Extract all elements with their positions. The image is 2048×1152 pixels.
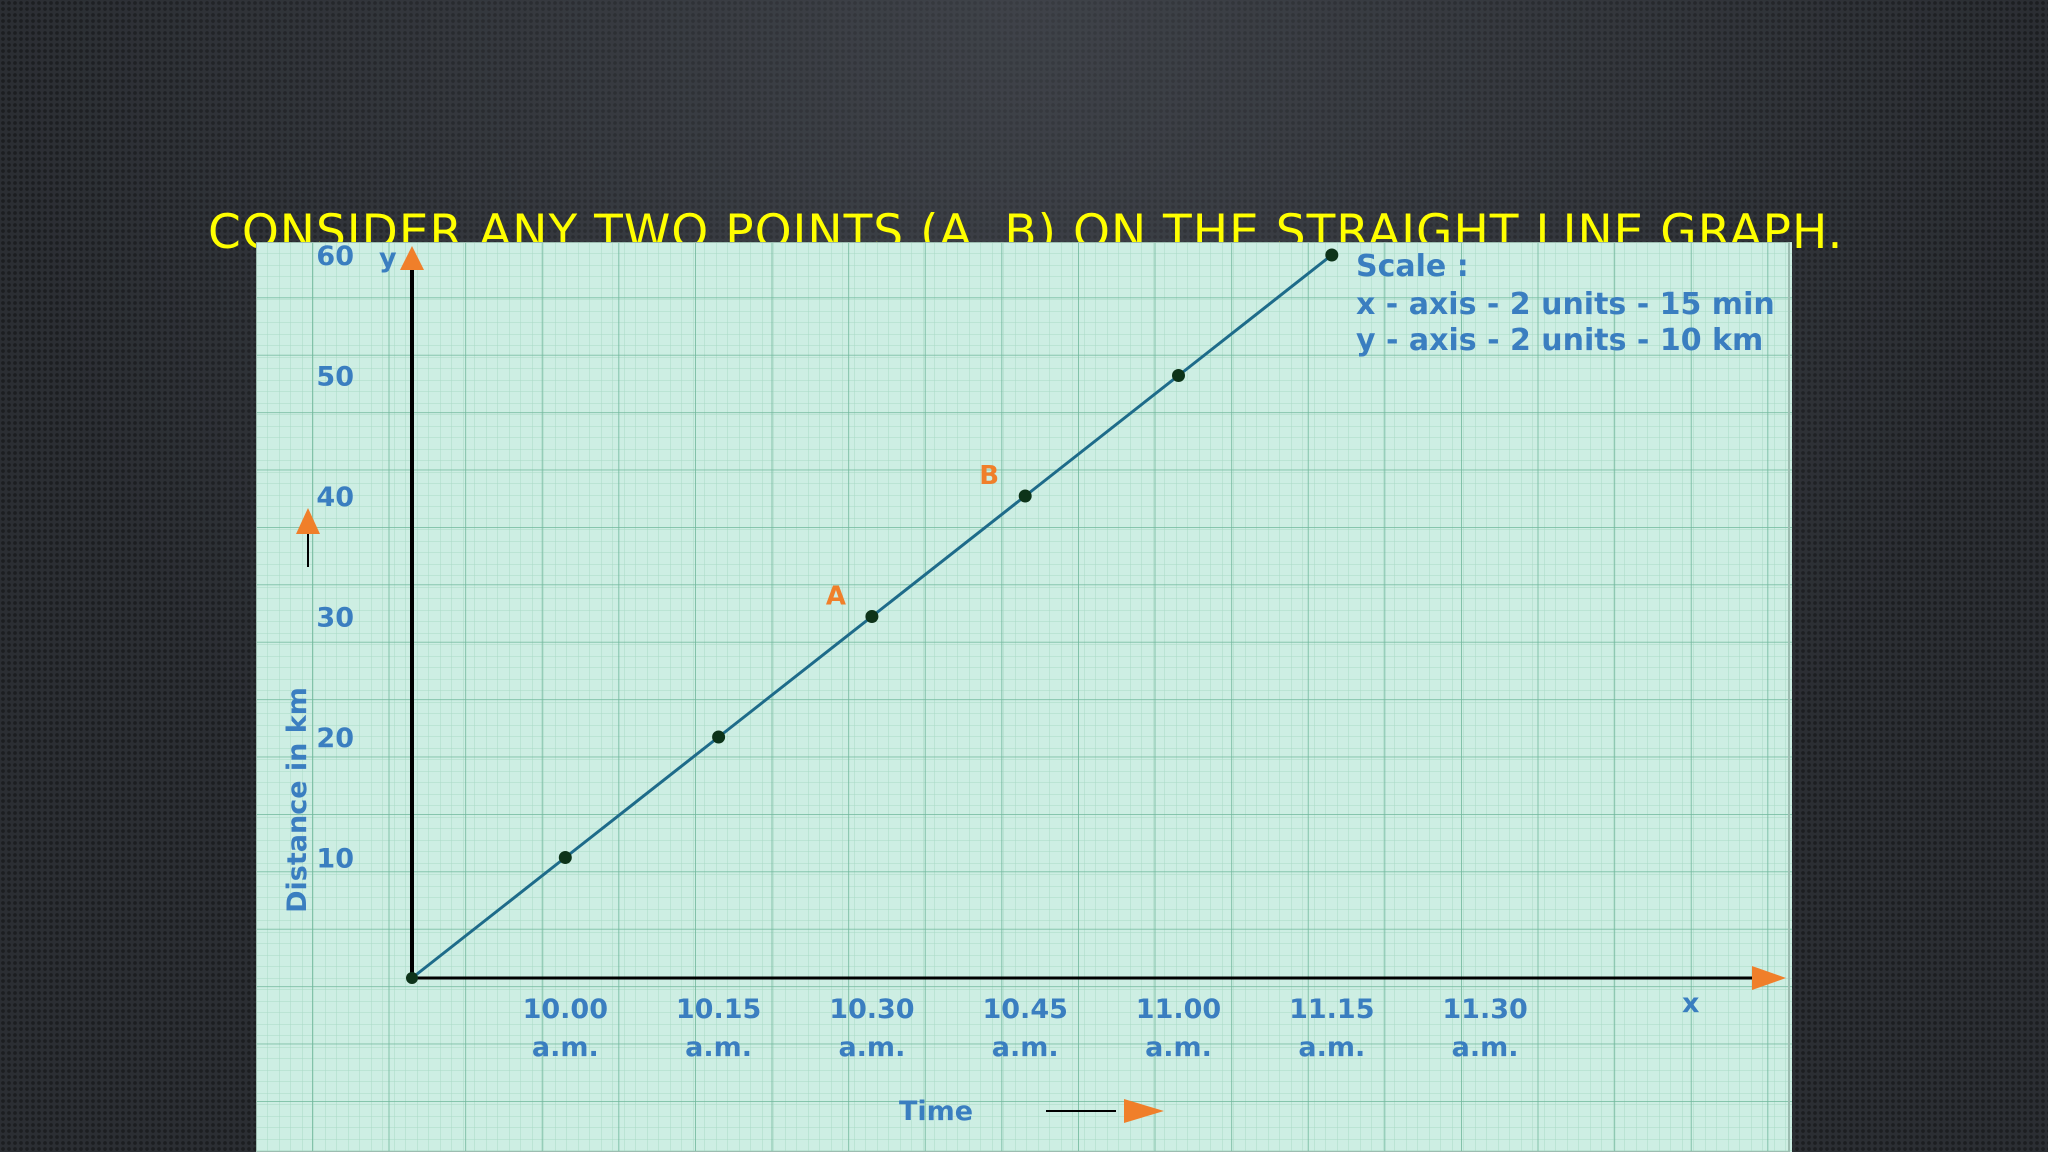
y-axis-letter: y [379,243,397,274]
data-point [1018,489,1032,503]
x-tick-label-ampm: a.m. [838,1032,905,1063]
graph-paper: y x 10 20 30 40 50 60 10.00 a.m. 10.15 a.m. 10.30… [256,242,1792,1152]
y-tick-label: 40 [316,482,354,513]
x-tick-label-time: 10.45 [982,994,1067,1025]
point-label-a: A [826,582,846,612]
data-point [865,610,879,623]
data-point [558,851,572,864]
x-tick-label-time: 10.30 [829,994,914,1025]
x-tick-label-ampm: a.m. [1298,1032,1365,1063]
x-tick-label-ampm: a.m. [1145,1032,1212,1063]
x-axis-letter: x [1682,988,1699,1019]
scale-y-line: y - axis - 2 units - 10 km [1356,323,1763,358]
y-tick-label: 50 [316,362,354,393]
x-tick-label-ampm: a.m. [992,1032,1059,1063]
y-tick-label: 10 [316,844,354,875]
y-axis-arrow [400,246,424,270]
x-axis-title: Time [899,1096,973,1127]
x-tick-label-ampm: a.m. [1452,1032,1519,1063]
distance-time-chart: y x 10 20 30 40 50 60 10.00 a.m. 10.15 a.m. 10.30… [256,242,1792,1152]
point-label-b: B [979,461,999,491]
scale-x-line: x - axis - 2 units - 15 min [1356,287,1775,322]
x-axis-title-arrow-head [1124,1099,1164,1123]
data-point [1172,369,1185,382]
y-axis-title-arrow-head [296,508,320,534]
data-point [712,730,726,744]
distance-series [406,248,1339,984]
point-annotations: AB [826,461,999,612]
x-tick-label-time: 10.00 [523,994,608,1025]
x-tick-label-time: 11.15 [1289,994,1374,1025]
x-axis-title-group: Time [899,1096,1164,1127]
x-tick-label-time: 10.15 [676,994,761,1025]
y-axis-title: Distance in km [282,687,313,913]
y-tick-labels: 10 20 30 40 50 60 [316,242,354,875]
scale-heading: Scale : [1356,249,1469,284]
x-tick-label-ampm: a.m. [532,1032,599,1063]
x-tick-label-time: 11.00 [1136,994,1221,1025]
major-grid [256,242,1792,1152]
y-axis-title-group: Distance in km [282,508,320,913]
x-tick-label-time: 11.30 [1442,994,1527,1025]
origin-point [406,972,418,984]
x-tick-labels: 10.00 a.m. 10.15 a.m. 10.30 a.m. 10.45 a.m. 11.0… [523,994,1528,1063]
y-tick-label: 30 [316,603,354,634]
y-tick-label: 20 [316,723,354,754]
y-tick-label: 60 [316,242,354,272]
scale-note: Scale : x - axis - 2 units - 15 min y - … [1356,249,1775,358]
x-axis-arrow [1752,966,1786,990]
data-point [1325,248,1339,262]
x-tick-label-ampm: a.m. [685,1032,752,1063]
